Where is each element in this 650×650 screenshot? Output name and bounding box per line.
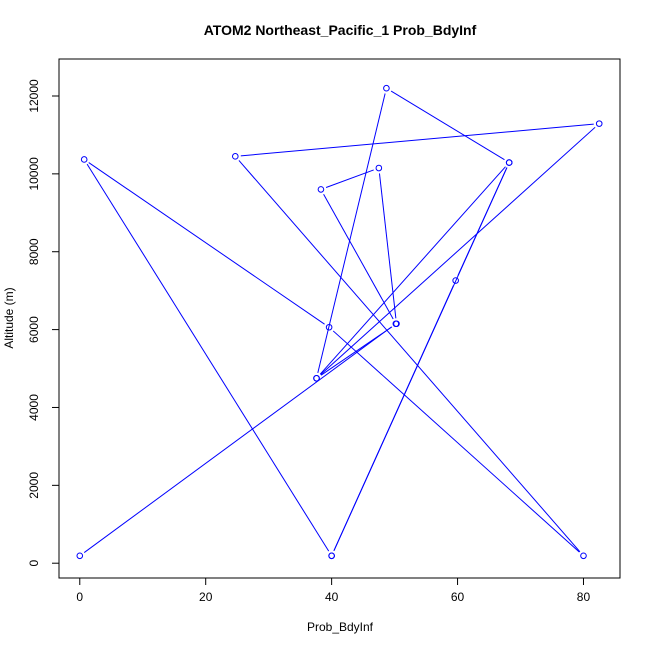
data-point [317, 186, 325, 193]
series-segment [238, 160, 581, 552]
data-point [328, 552, 335, 560]
y-axis: 0 2000 4000 6000 8000 10000 12000 [27, 79, 60, 567]
y-tick-label: 10000 [27, 157, 41, 191]
data-point [313, 374, 320, 382]
data-point [375, 164, 383, 172]
data-point [580, 552, 587, 560]
series-segment [333, 285, 454, 551]
data-point [80, 156, 88, 163]
series-segment [320, 126, 596, 375]
y-tick-label: 8000 [27, 238, 41, 265]
x-tick-label: 20 [199, 590, 213, 604]
y-axis-label: Altitude (m) [2, 287, 16, 348]
data-point [325, 323, 333, 331]
x-tick-label: 60 [451, 590, 465, 604]
data-point [76, 552, 84, 560]
data-point [505, 159, 513, 166]
data-point [231, 153, 239, 160]
series-segment [457, 167, 508, 276]
y-tick-label: 12000 [27, 79, 41, 113]
x-tick-label: 80 [577, 590, 591, 604]
series-lines [83, 90, 596, 553]
y-tick-label: 6000 [27, 316, 41, 343]
series-segment [320, 326, 393, 376]
x-tick-label: 40 [325, 590, 339, 604]
y-tick-label: 2000 [27, 472, 41, 499]
chart-title: ATOM2 Northeast_Pacific_1 Prob_BdyInf [204, 22, 477, 38]
x-axis: 0 20 40 60 80 [76, 577, 591, 604]
y-tick-label: 0 [27, 560, 41, 567]
data-point [383, 84, 390, 92]
plot-frame [58, 58, 621, 579]
series-segment [332, 330, 580, 553]
data-point [595, 120, 603, 127]
series-segment [390, 90, 505, 161]
y-tick-label: 4000 [27, 394, 41, 421]
series-segment [240, 123, 594, 157]
series-segment [83, 326, 392, 553]
series-segment [86, 163, 330, 552]
series-points [76, 84, 603, 560]
series-segment [319, 166, 506, 375]
series-segment [88, 162, 325, 325]
data-point [452, 277, 459, 284]
data-point [393, 320, 400, 328]
x-axis-label: Prob_BdyInf [307, 620, 374, 634]
series-segment [378, 173, 397, 319]
series-segment [323, 193, 394, 320]
series-segment [317, 93, 386, 374]
x-tick-label: 0 [76, 590, 83, 604]
